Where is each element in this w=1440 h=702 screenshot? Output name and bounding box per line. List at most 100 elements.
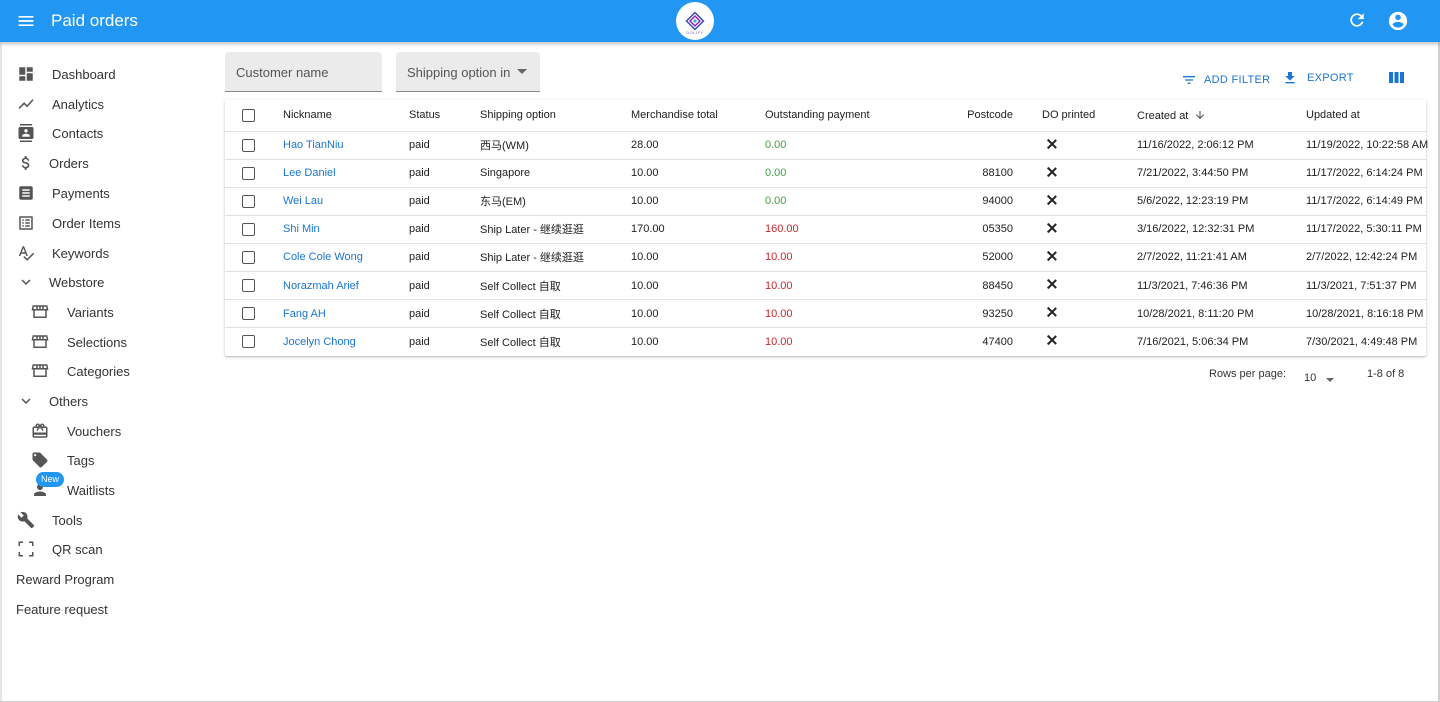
postcode-cell: 05350	[898, 215, 1013, 244]
select-all-checkbox[interactable]	[242, 108, 255, 122]
column-header-shipping[interactable]: Shipping option	[478, 100, 630, 132]
nickname-cell[interactable]: Lee Daniel	[272, 159, 409, 188]
created-at-cell: 3/16/2022, 12:32:31 PM	[1097, 215, 1265, 244]
do-printed-cell	[1013, 299, 1097, 329]
created-at-cell: 7/21/2022, 3:44:50 PM	[1097, 159, 1265, 188]
export-button[interactable]: EXPORT	[1282, 68, 1354, 88]
sidebar-item-label: Feature request	[16, 601, 108, 617]
refresh-icon[interactable]	[1347, 10, 1369, 32]
nickname-link[interactable]: Cole Cole Wong	[283, 251, 363, 264]
nickname-link[interactable]: Hao TianNiu	[283, 139, 344, 152]
table-row[interactable]: Cole Cole Wong paid Ship Later - 继续逛逛 10.00…	[225, 243, 1426, 272]
add-filter-button[interactable]: ADD FILTER	[1181, 70, 1270, 90]
row-checkbox[interactable]	[242, 250, 255, 264]
row-checkbox[interactable]	[242, 194, 255, 208]
shipping-cell: 西马(WM)	[478, 131, 630, 160]
sidebar-item-orders[interactable]: Orders	[0, 149, 210, 177]
updated-at-cell: 11/17/2022, 6:14:24 PM	[1265, 159, 1426, 188]
nickname-cell[interactable]: Fang AH	[272, 299, 409, 329]
created-at-cell: 11/3/2021, 7:46:36 PM	[1097, 271, 1265, 301]
shipping-cell: Singapore	[478, 159, 630, 188]
view-columns-icon[interactable]	[1389, 71, 1405, 90]
app-logo[interactable]: DOLIFY	[676, 2, 714, 40]
sidebar-item-qr-scan[interactable]: QR scan	[0, 535, 210, 563]
close-icon	[1047, 335, 1057, 345]
table-row[interactable]: Fang AH paid Self Collect 自取 10.00 10.00 9325…	[225, 299, 1426, 329]
sidebar-item-keywords[interactable]: Keywords	[0, 239, 210, 267]
sidebar-item-order-items[interactable]: Order Items	[0, 209, 210, 237]
close-icon	[1047, 167, 1057, 177]
sidebar-item-contacts[interactable]: Contacts	[0, 119, 210, 147]
postcode-cell	[898, 131, 1013, 160]
shipping-cell: Ship Later - 继续逛逛	[478, 243, 630, 272]
nickname-link[interactable]: Wei Lau	[283, 195, 324, 208]
shipping-option-filter[interactable]: Shipping option in	[396, 52, 540, 92]
column-header-created-at[interactable]: Created at	[1097, 100, 1265, 132]
nickname-link[interactable]: Norazmah Arief	[283, 279, 359, 292]
chevron-down-icon[interactable]	[1326, 378, 1334, 382]
table-row[interactable]: Lee Daniel paid Singapore 10.00 0.00 88100 7/2…	[225, 159, 1426, 188]
nickname-link[interactable]: Lee Daniel	[283, 167, 336, 180]
account-circle-icon[interactable]	[1387, 10, 1409, 32]
row-checkbox[interactable]	[242, 307, 255, 321]
nickname-link[interactable]: Fang AH	[283, 307, 326, 320]
table-row[interactable]: Norazmah Arief paid Self Collect 自取 10.00 10…	[225, 271, 1426, 301]
customer-name-filter[interactable]: Customer name	[225, 52, 382, 92]
sidebar-item-label: Webstore	[49, 274, 105, 290]
column-header-nickname[interactable]: Nickname	[272, 100, 409, 132]
menu-icon[interactable]	[16, 11, 38, 31]
download-icon	[1285, 72, 1295, 84]
row-checkbox[interactable]	[242, 279, 255, 293]
nickname-cell[interactable]: Hao TianNiu	[272, 131, 409, 160]
sidebar-item-selections[interactable]: Selections	[0, 328, 210, 356]
table-row[interactable]: Wei Lau paid 东马(EM) 10.00 0.00 94000 5/6/2022,…	[225, 187, 1426, 216]
sidebar-item-reward-program[interactable]: Reward Program	[0, 565, 210, 593]
nickname-cell[interactable]: Norazmah Arief	[272, 271, 409, 301]
sidebar-item-label: Tools	[52, 512, 83, 528]
column-header-postcode[interactable]: Postcode	[898, 100, 1013, 132]
nickname-cell[interactable]: Shi Min	[272, 215, 409, 244]
do-printed-cell	[1013, 159, 1097, 188]
sidebar-item-others[interactable]: Others	[0, 387, 210, 415]
sidebar-item-dashboard[interactable]: Dashboard	[0, 60, 210, 88]
row-checkbox[interactable]	[242, 335, 255, 349]
row-checkbox[interactable]	[242, 166, 255, 180]
sidebar-item-vouchers[interactable]: Vouchers	[0, 417, 210, 445]
table-row[interactable]: Jocelyn Chong paid Self Collect 自取 10.00 10.…	[225, 328, 1426, 356]
rows-per-page-select[interactable]: 10	[1304, 372, 1317, 384]
row-checkbox[interactable]	[242, 138, 255, 152]
sidebar-item-label: Analytics	[52, 96, 105, 112]
column-header-merchandise-total[interactable]: Merchandise total	[630, 100, 764, 132]
sidebar-item-tools[interactable]: Tools	[0, 506, 210, 534]
row-checkbox[interactable]	[242, 222, 255, 236]
outstanding-payment-cell: 10.00	[764, 243, 898, 272]
sidebar-item-payments[interactable]: Payments	[0, 179, 210, 207]
nickname-cell[interactable]: Jocelyn Chong	[272, 328, 409, 356]
pagination-range: 1-8 of 8	[1367, 368, 1405, 380]
updated-at-cell: 11/17/2022, 6:14:49 PM	[1265, 187, 1426, 216]
sidebar-item-feature-request[interactable]: Feature request	[0, 595, 210, 623]
updated-at-cell: 10/28/2021, 8:16:18 PM	[1265, 299, 1426, 329]
nickname-cell[interactable]: Wei Lau	[272, 187, 409, 216]
nickname-link[interactable]: Shi Min	[283, 223, 320, 236]
table-row[interactable]: Hao TianNiu paid 西马(WM) 28.00 0.00 11/16/2022…	[225, 131, 1428, 160]
column-header-updated-at[interactable]: Updated at	[1265, 100, 1426, 132]
status-cell: paid	[409, 159, 478, 188]
column-header-outstanding-payment[interactable]: Outstanding payment	[764, 100, 898, 132]
close-icon	[1047, 195, 1057, 205]
sidebar-item-analytics[interactable]: Analytics	[0, 90, 210, 118]
column-header-do-printed[interactable]: DO printed	[1013, 100, 1097, 132]
outstanding-payment-cell: 10.00	[765, 335, 793, 348]
sidebar-item-categories[interactable]: Categories	[0, 357, 210, 385]
nickname-cell[interactable]: Cole Cole Wong	[272, 243, 409, 272]
sidebar-item-variants[interactable]: Variants	[0, 298, 210, 326]
sidebar-item-webstore[interactable]: Webstore	[0, 268, 210, 296]
column-header-status[interactable]: Status	[409, 100, 478, 132]
header-select-cell	[225, 100, 272, 132]
sidebar-item-waitlists[interactable]: Waitlists	[0, 476, 210, 504]
sidebar-item-label: Keywords	[52, 245, 110, 261]
postcode-cell: 93250	[898, 299, 1013, 329]
nickname-link[interactable]: Jocelyn Chong	[283, 335, 356, 348]
table-row[interactable]: Shi Min paid Ship Later - 继续逛逛 170.00 160.00…	[225, 215, 1426, 244]
sidebar-item-tags[interactable]: Tags	[0, 446, 210, 474]
